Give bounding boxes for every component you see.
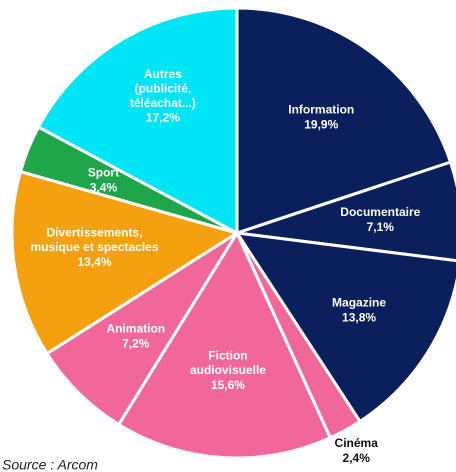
slice-label: Divertissements, musique et spectacles13,… bbox=[30, 226, 158, 269]
value-label: 13,4% bbox=[77, 255, 111, 269]
category-label: Sport bbox=[88, 165, 119, 179]
pie-slice bbox=[116, 229, 333, 460]
value-label: 15,6% bbox=[211, 378, 245, 392]
category-label: Animation bbox=[106, 322, 165, 336]
pie-slice bbox=[36, 6, 239, 236]
value-label: 7,2% bbox=[122, 337, 150, 351]
category-label: Documentaire bbox=[340, 205, 420, 219]
pie-slice bbox=[236, 160, 456, 263]
category-label: Autres (publicité, téléachat...) bbox=[130, 67, 196, 110]
pie-slice bbox=[233, 231, 456, 424]
value-label: 17,2% bbox=[146, 111, 180, 125]
value-label: 2,4% bbox=[343, 451, 371, 465]
value-label: 7,1% bbox=[367, 220, 395, 234]
value-label: 13,8% bbox=[342, 311, 376, 325]
category-label: Magazine bbox=[332, 296, 386, 310]
category-label: Fiction audiovisuelle bbox=[190, 349, 266, 377]
pie-slice bbox=[44, 231, 239, 427]
value-label: 3,4% bbox=[90, 180, 118, 194]
source: Source : Arcom bbox=[2, 457, 98, 472]
category-label: Divertissements, musique et spectacles bbox=[30, 226, 158, 254]
category-label: Cinéma bbox=[335, 436, 379, 450]
category-label: Information bbox=[288, 102, 354, 116]
value-label: 19,9% bbox=[304, 117, 338, 131]
pie-slice bbox=[235, 6, 453, 236]
slice-label: Autres (publicité, téléachat...)17,2% bbox=[130, 67, 196, 124]
